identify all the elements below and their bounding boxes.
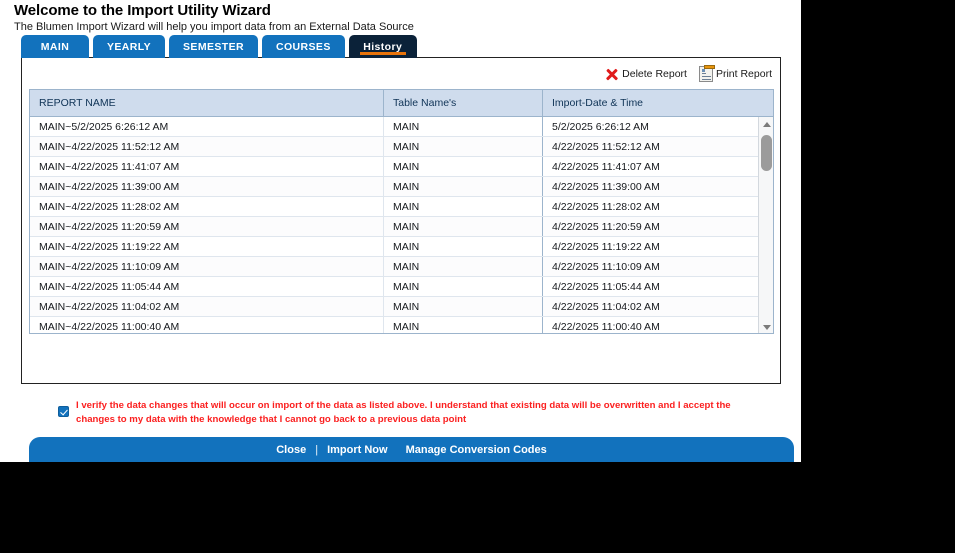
cell-table-name: MAIN xyxy=(383,117,542,136)
table-row[interactable]: MAIN~4/22/2025 11:05:44 AM MAIN 4/22/2025 … xyxy=(30,277,773,297)
print-report-button[interactable]: Print Report xyxy=(698,65,772,82)
table-row[interactable]: MAIN~5/2/2025 6:26:12 AM MAIN 5/2/2025 6:2… xyxy=(30,117,773,137)
cell-import-date: 4/22/2025 11:39:00 AM xyxy=(542,177,756,196)
cell-table-name: MAIN xyxy=(383,277,542,296)
tab-label: COURSES xyxy=(276,40,331,53)
tab-history[interactable]: History xyxy=(348,35,417,58)
table-row[interactable]: MAIN~4/22/2025 11:52:12 AM MAIN 4/22/2025 … xyxy=(30,137,773,157)
cell-import-date: 4/22/2025 11:05:44 AM xyxy=(542,277,756,296)
cell-table-name: MAIN xyxy=(383,197,542,216)
tab-main[interactable]: MAIN xyxy=(21,35,89,58)
table-row[interactable]: MAIN~4/22/2025 11:00:40 AM MAIN 4/22/2025 … xyxy=(30,317,773,333)
cell-table-name: MAIN xyxy=(383,297,542,316)
scroll-down-arrow-icon[interactable] xyxy=(759,320,773,333)
tab-label: SEMESTER xyxy=(183,40,244,53)
cell-table-name: MAIN xyxy=(383,137,542,156)
cell-table-name: MAIN xyxy=(383,177,542,196)
cell-table-name: MAIN xyxy=(383,257,542,276)
cell-table-name: MAIN xyxy=(383,317,542,333)
delete-report-button[interactable]: Delete Report xyxy=(604,67,687,82)
verification-notice: I verify the data changes that will occu… xyxy=(58,399,738,427)
cell-table-name: MAIN xyxy=(383,237,542,256)
cell-table-name: MAIN xyxy=(383,157,542,176)
tab-courses[interactable]: COURSES xyxy=(262,35,345,58)
page-title: Welcome to the Import Utility Wizard xyxy=(14,2,271,19)
cell-report-name: MAIN~5/2/2025 6:26:12 AM xyxy=(39,120,169,133)
cell-report-name: MAIN~4/22/2025 11:28:02 AM xyxy=(39,200,180,213)
grid-header-row: REPORT NAME Table Name's Import-Date & T… xyxy=(30,90,773,117)
page-subtitle: The Blumen Import Wizard will help you i… xyxy=(14,21,414,33)
verification-text: I verify the data changes that will occu… xyxy=(76,400,731,425)
cell-report-name: MAIN~4/22/2025 11:20:59 AM xyxy=(39,220,180,233)
table-row[interactable]: MAIN~4/22/2025 11:28:02 AM MAIN 4/22/2025 … xyxy=(30,197,773,217)
footer-action-bar: Close | Import Now Manage Conversion Codes xyxy=(29,437,794,462)
print-report-label: Print Report xyxy=(715,68,772,80)
cell-import-date: 4/22/2025 11:20:59 AM xyxy=(542,217,756,236)
delete-report-label: Delete Report xyxy=(622,68,687,80)
cell-report-name: MAIN~4/22/2025 11:05:44 AM xyxy=(39,280,180,293)
cell-report-name: MAIN~4/22/2025 11:10:09 AM xyxy=(39,260,180,273)
cell-import-date: 4/22/2025 11:00:40 AM xyxy=(542,317,756,333)
history-panel: Delete Report Print Report REPORT NAME T… xyxy=(21,57,781,384)
cell-report-name: MAIN~4/22/2025 11:41:07 AM xyxy=(39,160,180,173)
tab-label: MAIN xyxy=(40,40,70,53)
grid-body: MAIN~5/2/2025 6:26:12 AM MAIN 5/2/2025 6:2… xyxy=(30,117,773,333)
tab-label: YEARLY xyxy=(107,40,152,53)
cell-report-name: MAIN~4/22/2025 11:00:40 AM xyxy=(39,320,180,333)
tab-semester[interactable]: SEMESTER xyxy=(169,35,258,58)
cell-report-name: MAIN~4/22/2025 11:19:22 AM xyxy=(39,240,180,253)
active-tab-underline xyxy=(359,52,406,55)
scrollbar-thumb[interactable] xyxy=(761,135,772,171)
footer-link-import-now[interactable]: Import Now xyxy=(327,443,388,456)
table-row[interactable]: MAIN~4/22/2025 11:20:59 AM MAIN 4/22/2025 … xyxy=(30,217,773,237)
cell-import-date: 4/22/2025 11:52:12 AM xyxy=(542,137,756,156)
tab-label: History xyxy=(363,40,403,53)
table-row[interactable]: MAIN~4/22/2025 11:41:07 AM MAIN 4/22/2025 … xyxy=(30,157,773,177)
column-header-report-name[interactable]: REPORT NAME xyxy=(39,97,116,109)
red-x-icon xyxy=(604,67,619,82)
column-header-import-date[interactable]: Import-Date & Time xyxy=(542,90,756,116)
column-header-table-names[interactable]: Table Name's xyxy=(383,90,542,116)
footer-link-close[interactable]: Close xyxy=(276,443,307,456)
verify-data-changes-checkbox[interactable] xyxy=(58,406,69,417)
table-row[interactable]: MAIN~4/22/2025 11:39:00 AM MAIN 4/22/2025 … xyxy=(30,177,773,197)
cell-import-date: 4/22/2025 11:41:07 AM xyxy=(542,157,756,176)
cell-import-date: 4/22/2025 11:10:09 AM xyxy=(542,257,756,276)
cell-report-name: MAIN~4/22/2025 11:39:00 AM xyxy=(39,180,180,193)
cell-import-date: 4/22/2025 11:19:22 AM xyxy=(542,237,756,256)
print-report-icon xyxy=(698,65,715,82)
tab-bar: MAIN YEARLY SEMESTER COURSES History xyxy=(21,35,417,58)
table-row[interactable]: MAIN~4/22/2025 11:19:22 AM MAIN 4/22/2025 … xyxy=(30,237,773,257)
table-row[interactable]: MAIN~4/22/2025 11:10:09 AM MAIN 4/22/2025 … xyxy=(30,257,773,277)
report-toolbar: Delete Report Print Report xyxy=(604,61,772,87)
scroll-up-arrow-icon[interactable] xyxy=(759,117,773,131)
grid-vertical-scrollbar[interactable] xyxy=(758,117,773,333)
footer-separator: | xyxy=(315,443,319,456)
report-history-grid: REPORT NAME Table Name's Import-Date & T… xyxy=(29,89,774,334)
cell-report-name: MAIN~4/22/2025 11:04:02 AM xyxy=(39,300,180,313)
cell-import-date: 5/2/2025 6:26:12 AM xyxy=(542,117,756,136)
cell-import-date: 4/22/2025 11:04:02 AM xyxy=(542,297,756,316)
import-wizard-page: Welcome to the Import Utility Wizard The… xyxy=(0,0,801,462)
cell-table-name: MAIN xyxy=(383,217,542,236)
cell-import-date: 4/22/2025 11:28:02 AM xyxy=(542,197,756,216)
footer-link-manage-conversion-codes[interactable]: Manage Conversion Codes xyxy=(405,443,547,456)
cell-report-name: MAIN~4/22/2025 11:52:12 AM xyxy=(39,140,180,153)
tab-yearly[interactable]: YEARLY xyxy=(93,35,166,58)
table-row[interactable]: MAIN~4/22/2025 11:04:02 AM MAIN 4/22/2025 … xyxy=(30,297,773,317)
